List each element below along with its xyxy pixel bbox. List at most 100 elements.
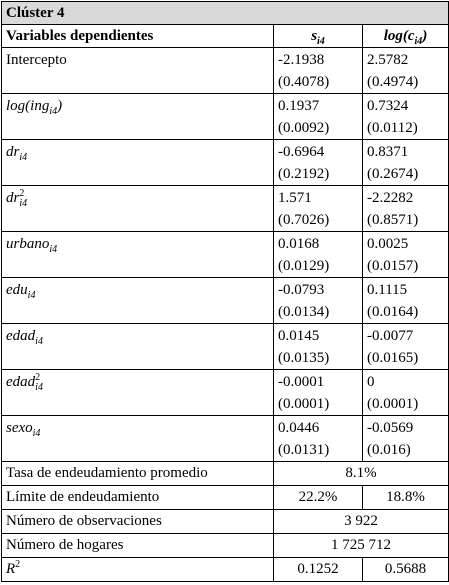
- coefficient: 0.0446: [278, 420, 320, 436]
- label-sub: i4: [49, 244, 58, 255]
- footer-label: R2: [1, 557, 274, 582]
- label-sup: 2: [35, 371, 41, 383]
- header-row: Variables dependientes si4 log(ci4): [1, 24, 449, 48]
- value-cell: -2.2282 (0.8571): [361, 185, 449, 232]
- footer-row: Número de observaciones 3 922: [1, 509, 449, 534]
- variable-cell: log(ingi4): [1, 93, 274, 140]
- footer-value: 0.1252: [273, 557, 363, 582]
- label-text: Límite de endeudamiento: [6, 489, 160, 505]
- footer-row: Límite de endeudamiento 22.2% 18.8%: [1, 485, 449, 510]
- footer-value: 3 922: [272, 509, 449, 534]
- title-row: Clúster 4: [0, 1, 449, 25]
- coefficient: -0.0001: [278, 374, 325, 390]
- value-cell: -0.0077 (0.0165): [361, 323, 449, 370]
- data-row: urbanoi4 0.0168 (0.0129) 0.0025 (0.0157): [1, 231, 449, 278]
- coefficient: 0.0145: [278, 328, 320, 344]
- data-row: Intercepto -2.1938 (0.4078) 2.5782 (0.4974): [1, 47, 449, 94]
- std-error: (0.0092): [278, 120, 330, 136]
- coefficient: 0: [367, 374, 375, 390]
- label-sup: 2: [19, 187, 25, 199]
- data-row: sexoi4 0.0446 (0.0131) -0.0569 (0.016): [1, 415, 449, 462]
- value-cell: 1.571 (0.7026): [273, 185, 363, 232]
- label-text: Número de hogares: [6, 537, 124, 553]
- coefficient: 1.571: [278, 190, 312, 206]
- label-text: Número de observaciones: [6, 513, 162, 529]
- std-error: (0.7026): [278, 212, 330, 228]
- value-cell: 0.1115 (0.0164): [361, 277, 449, 324]
- label-sub: i4: [49, 106, 58, 117]
- script-stack: 2 i4: [19, 187, 27, 209]
- std-error: (0.0164): [367, 304, 419, 320]
- variable-cell: edadi4: [1, 323, 274, 370]
- value-cell: 0.0025 (0.0157): [361, 231, 449, 278]
- label-sub: i4: [414, 36, 423, 47]
- variable-cell: dr 2 i4: [1, 185, 274, 232]
- coefficient: 0.8371: [367, 144, 409, 160]
- coefficient: 0.0025: [367, 236, 409, 252]
- label-name: log(c: [383, 28, 415, 44]
- label-name: edad: [6, 374, 36, 390]
- coefficient: 0.7324: [367, 98, 409, 114]
- value-cell: 0.8371 (0.2674): [361, 139, 449, 186]
- variable-cell: urbanoi4: [1, 231, 274, 278]
- header-s: si4: [273, 24, 363, 48]
- label-sub: i4: [32, 428, 41, 439]
- std-error: (0.2674): [367, 166, 419, 182]
- std-error: (0.0112): [367, 120, 418, 136]
- coefficient: 0.0168: [278, 236, 320, 252]
- label-sub: i4: [317, 36, 325, 47]
- footer-value: 18.8%: [361, 485, 449, 510]
- coefficient: -2.1938: [278, 52, 325, 68]
- value-cell: 2.5782 (0.4974): [361, 47, 449, 94]
- variable-cell: Intercepto: [1, 47, 274, 94]
- value-cell: -0.6964 (0.2192): [273, 139, 363, 186]
- value-cell: 0 (0.0001): [361, 369, 449, 416]
- value-cell: 0.0145 (0.0135): [273, 323, 363, 370]
- label-name: edad: [6, 328, 36, 344]
- label-name: edu: [6, 282, 28, 298]
- variable-cell: sexoi4: [1, 415, 274, 462]
- std-error: (0.0157): [367, 258, 419, 274]
- label-close: ): [422, 28, 428, 44]
- label-name: sexo: [6, 420, 33, 436]
- footer-label: Límite de endeudamiento: [1, 485, 274, 510]
- table-title: Clúster 4: [0, 1, 449, 25]
- value-cell: -0.0001 (0.0001): [273, 369, 363, 416]
- coefficient: -0.0569: [367, 420, 414, 436]
- coefficient: -0.6964: [278, 144, 325, 160]
- label-close: ): [57, 98, 63, 114]
- data-row: edui4 -0.0793 (0.0134) 0.1115 (0.0164): [1, 277, 449, 324]
- value-cell: 0.0446 (0.0131): [273, 415, 363, 462]
- footer-row: Número de hogares 1 725 712: [1, 533, 449, 558]
- footer-value: 8.1%: [272, 461, 449, 486]
- std-error: (0.0001): [367, 396, 419, 412]
- data-row: log(ingi4) 0.1937 (0.0092) 0.7324 (0.0112): [1, 93, 449, 140]
- variable-cell: edad 2 i4: [1, 369, 274, 416]
- coefficient: 2.5782: [367, 52, 409, 68]
- header-variables: Variables dependientes: [1, 24, 274, 48]
- label-sub: i4: [27, 290, 36, 301]
- value-cell: 0.0168 (0.0129): [273, 231, 363, 278]
- data-row: edadi4 0.0145 (0.0135) -0.0077 (0.0165): [1, 323, 449, 370]
- label-text: Intercepto: [6, 52, 67, 68]
- value-cell: 0.7324 (0.0112): [361, 93, 449, 140]
- data-row: dri4 -0.6964 (0.2192) 0.8371 (0.2674): [1, 139, 449, 186]
- label-name: urbano: [6, 236, 50, 252]
- label-name: log(ing: [6, 98, 50, 114]
- footer-row: Tasa de endeudamiento promedio 8.1%: [1, 461, 449, 486]
- footer-label: Número de hogares: [1, 533, 274, 558]
- footer-value: 1 725 712: [272, 533, 449, 558]
- variable-cell: edui4: [1, 277, 274, 324]
- label-name: s: [311, 28, 318, 44]
- label-name: dr: [6, 144, 20, 160]
- coefficient: -0.0077: [367, 328, 414, 344]
- script-stack: 2 i4: [35, 371, 43, 393]
- footer-value: 0.5688: [361, 557, 449, 582]
- coefficient: 0.1115: [367, 282, 408, 298]
- std-error: (0.0135): [278, 350, 330, 366]
- footer-value: 22.2%: [273, 485, 363, 510]
- std-error: (0.0131): [278, 442, 330, 458]
- value-cell: -0.0569 (0.016): [361, 415, 449, 462]
